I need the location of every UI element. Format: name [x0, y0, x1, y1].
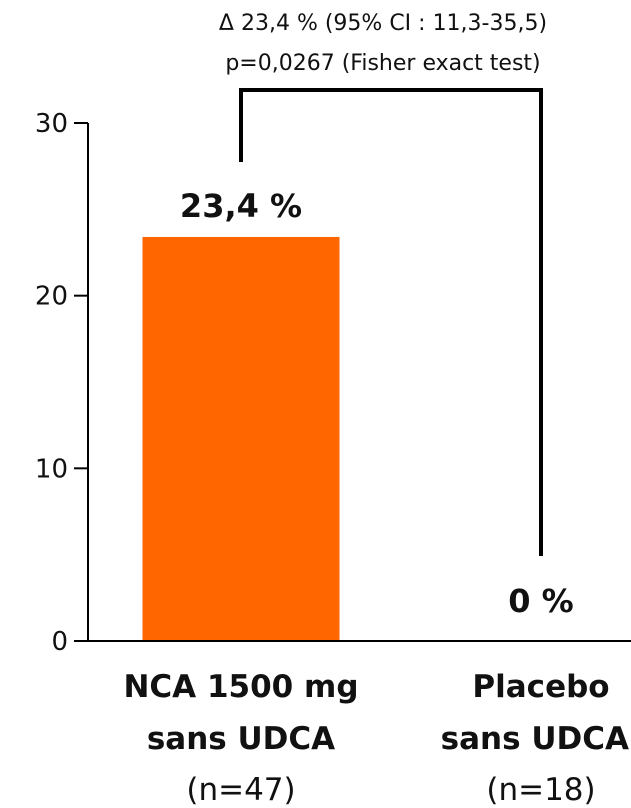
bars: 23,4 % 0 %	[142, 187, 574, 641]
bar-value-label: 0 %	[508, 582, 573, 620]
y-axis: 0 10 20 30	[35, 109, 89, 657]
category-label: NCA 1500 mg	[123, 669, 358, 705]
category-n-label: (n=47)	[186, 772, 295, 808]
category-label: sans UDCA	[147, 721, 335, 757]
annotation-line-2: p=0,0267 (Fisher exact test)	[225, 51, 540, 76]
category-labels: NCA 1500 mg sans UDCA (n=47) Placebo sans UD…	[123, 669, 629, 808]
significance-annotation: Δ 23,4 % (95% CI : 11,3-35,5) p=0,0267 (…	[219, 11, 547, 556]
bar	[142, 236, 340, 641]
significance-bracket	[239, 88, 543, 556]
annotation-line-1: Δ 23,4 % (95% CI : 11,3-35,5)	[219, 11, 547, 36]
category-label: Placebo	[472, 669, 609, 705]
category-label: sans UDCA	[441, 721, 629, 757]
y-tick-label: 10	[35, 454, 68, 484]
y-tick-label: 30	[35, 109, 68, 139]
bar-value-label: 23,4 %	[180, 187, 302, 225]
y-tick-label: 0	[51, 627, 68, 657]
category-n-label: (n=18)	[486, 772, 595, 808]
y-tick-label: 20	[35, 282, 68, 312]
